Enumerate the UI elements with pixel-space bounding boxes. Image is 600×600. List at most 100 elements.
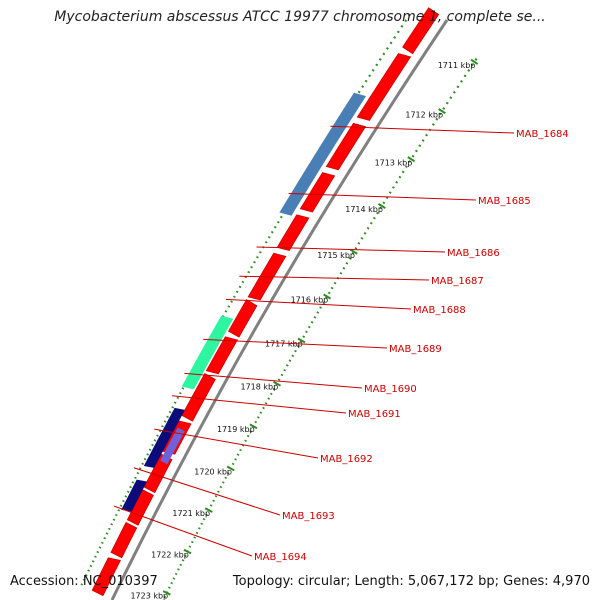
- forward-gene-arrow[interactable]: [126, 489, 154, 526]
- inner-dot: [227, 305, 231, 308]
- inner-dot: [122, 499, 125, 503]
- ruler-dot: [195, 531, 199, 535]
- inner-dot: [143, 457, 147, 461]
- inner-dot: [87, 569, 90, 572]
- ruler-label: 1717 kbp: [265, 339, 303, 348]
- ruler-dot: [438, 112, 442, 116]
- inner-dot: [396, 30, 400, 34]
- ruler-dot: [205, 513, 208, 516]
- inner-dot: [156, 434, 159, 437]
- ruler-dot: [354, 247, 358, 250]
- ruler-dot: [267, 397, 271, 400]
- ruler-dot: [445, 101, 449, 105]
- inner-dot: [119, 504, 123, 507]
- inner-dot: [378, 58, 382, 61]
- forward-gene-arrow[interactable]: [356, 53, 412, 121]
- ruler-dot: [316, 311, 320, 314]
- map-title: Mycobacterium abscessus ATCC 19977 chrom…: [54, 9, 546, 25]
- ruler-dot: [449, 96, 453, 100]
- ruler-label: 1718 kbp: [241, 383, 279, 392]
- ruler-label: 1723 kbp: [130, 592, 168, 600]
- inner-dot: [124, 495, 128, 498]
- inner-dot: [110, 523, 113, 526]
- gene-label[interactable]: MAB_1686: [447, 248, 500, 259]
- inner-dot: [153, 439, 157, 442]
- gene-label[interactable]: MAB_1690: [364, 384, 417, 395]
- ruler-dot: [467, 69, 471, 72]
- gene-label[interactable]: MAB_1687: [431, 276, 484, 287]
- gene-block-mab-1692[interactable]: [143, 407, 185, 468]
- forward-gene-arrow[interactable]: [402, 7, 440, 55]
- gene-labels: MAB_1684 MAB_1685 MAB_1686 MAB_1687 MAB_1688…: [113, 125, 569, 563]
- inner-dot: [105, 532, 109, 535]
- ruler-major-tick: [407, 156, 416, 163]
- ruler-dot: [214, 495, 218, 498]
- inner-dot: [112, 518, 116, 521]
- gene-label[interactable]: MAB_1685: [478, 196, 531, 207]
- ruler-dot: [307, 325, 311, 329]
- ruler-dot: [269, 392, 273, 396]
- inner-dot: [400, 24, 404, 28]
- forward-gene-arrow[interactable]: [110, 521, 138, 559]
- ruler-dot: [408, 160, 412, 163]
- gene-leader-line: [288, 192, 477, 201]
- inner-dot: [233, 295, 236, 299]
- ruler-major-tick: [249, 423, 258, 430]
- inner-dot: [82, 578, 86, 581]
- ruler-dot: [351, 252, 355, 255]
- ruler-dot: [442, 107, 446, 110]
- ruler-dot: [179, 563, 183, 567]
- ruler-dot: [193, 536, 196, 539]
- inner-dot: [407, 13, 411, 17]
- ruler-dot: [421, 139, 425, 142]
- inner-dot: [256, 255, 259, 259]
- ruler-dot: [398, 175, 402, 179]
- gene-block-mab-1693[interactable]: [121, 479, 147, 512]
- gene-leader-line: [203, 338, 388, 349]
- inner-dot: [148, 448, 152, 451]
- gene-block-mab-1685[interactable]: [279, 92, 367, 216]
- inner-dot: [382, 52, 386, 56]
- ruler-dot: [283, 368, 286, 372]
- forward-gene-arrow[interactable]: [299, 172, 336, 213]
- inner-dot: [250, 265, 253, 269]
- reverse-strand-genes[interactable]: [121, 92, 367, 512]
- forward-gene-arrow[interactable]: [227, 299, 258, 338]
- inner-dot: [151, 443, 154, 447]
- inner-dot: [179, 391, 182, 395]
- gene-label[interactable]: MAB_1693: [282, 511, 335, 522]
- inner-dot: [94, 555, 97, 558]
- ruler-label: 1719 kbp: [217, 425, 255, 434]
- forward-gene-arrow[interactable]: [205, 336, 238, 375]
- ruler-dot: [372, 216, 376, 220]
- ruler-label: 1714 kbp: [345, 205, 383, 214]
- gene-block-mab-1689[interactable]: [181, 315, 234, 390]
- gene-label[interactable]: MAB_1692: [320, 454, 373, 465]
- forward-gene-arrow[interactable]: [143, 453, 173, 494]
- gene-label[interactable]: MAB_1691: [348, 409, 401, 420]
- ruler-dot: [327, 291, 331, 295]
- gene-label[interactable]: MAB_1694: [254, 552, 307, 563]
- gene-label[interactable]: MAB_1688: [413, 305, 466, 316]
- forward-gene-arrow[interactable]: [181, 373, 216, 422]
- forward-gene-arrow[interactable]: [325, 122, 367, 171]
- inner-dot: [253, 260, 256, 264]
- inner-dot: [364, 79, 368, 83]
- chromosome-backbone: [110, 19, 449, 600]
- inner-dot: [138, 467, 142, 470]
- ruler-dot: [219, 485, 223, 489]
- inner-dot: [101, 541, 104, 544]
- ruler-dot: [333, 281, 337, 285]
- inner-dot: [181, 387, 185, 390]
- inner-dot: [404, 19, 408, 23]
- ruler-dot: [184, 554, 187, 557]
- ruler-dotted-track: [163, 58, 478, 598]
- gene-label[interactable]: MAB_1684: [516, 129, 569, 140]
- inner-dot: [371, 68, 375, 72]
- ruler-major-tick: [349, 248, 358, 255]
- ruler-label: 1713 kbp: [375, 158, 413, 167]
- gene-block-mab-1691[interactable]: [160, 427, 185, 465]
- forward-gene-arrow[interactable]: [91, 557, 121, 597]
- gene-label[interactable]: MAB_1689: [389, 344, 442, 355]
- ruler-dot: [188, 545, 192, 548]
